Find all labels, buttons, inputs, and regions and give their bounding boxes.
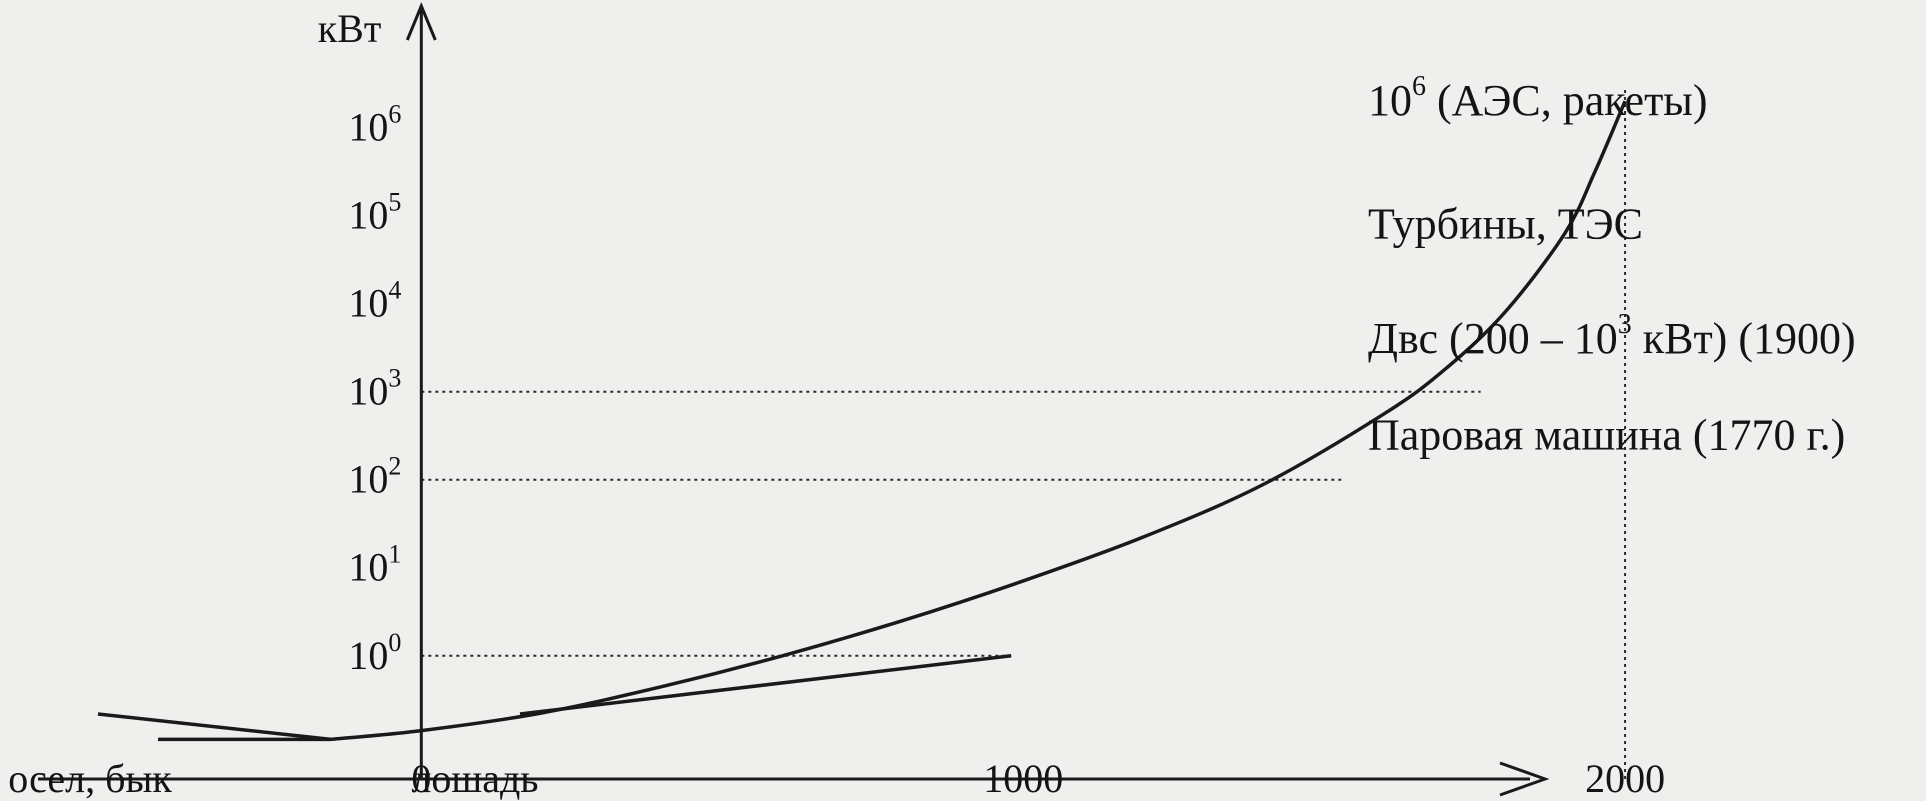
y-tick-label: 106	[348, 100, 401, 150]
annotation-text: (АЭС, ракеты)	[1426, 76, 1708, 125]
y-tick-base: 10	[348, 369, 388, 414]
annotation-base: 10	[1368, 76, 1412, 125]
y-tick-exponent: 1	[388, 540, 401, 569]
annotation-steam: Паровая машина (1770 г.)	[1368, 411, 1845, 460]
y-tick-exponent: 3	[388, 364, 401, 393]
y-tick-base: 10	[348, 457, 388, 502]
annotation-text: Двс (200 – 10	[1368, 314, 1618, 363]
annotation-ice: Двс (200 – 103 кВт) (1900)	[1368, 309, 1856, 363]
y-tick-base: 10	[348, 545, 388, 590]
guide-lines	[421, 90, 1627, 779]
y-tick-exponent: 6	[388, 100, 401, 129]
x-axis-arrow	[1499, 761, 1550, 797]
x-axis-title: годы н.э.	[1923, 786, 1926, 801]
y-tick-exponent: 2	[388, 452, 401, 481]
pointer-horse	[519, 654, 1012, 716]
y-tick-base: 10	[348, 281, 388, 326]
y-tick-exponent: 0	[388, 628, 401, 657]
y-tick-label: 104	[348, 276, 401, 326]
y-tick-base: 10	[348, 193, 388, 238]
y-axis-title: кВт	[318, 6, 382, 51]
pointer-donkey	[97, 712, 332, 742]
y-axis-arrow	[405, 2, 437, 41]
pointer-lines	[97, 654, 1012, 742]
y-tick-label: 105	[348, 188, 401, 238]
y-tick-label: 102	[348, 452, 401, 502]
y-tick-label: 103	[348, 364, 401, 414]
y-tick-label: 100	[348, 628, 401, 678]
y-tick-base: 10	[348, 105, 388, 150]
x-tick-label: 1000	[983, 756, 1063, 801]
annotation-exponent: 3	[1618, 309, 1632, 340]
x-tick-label: 0	[411, 756, 431, 801]
y-tick-exponent: 5	[388, 188, 401, 217]
annotation-turbines: Турбины, ТЭС	[1368, 199, 1643, 248]
y-tick-base: 10	[348, 633, 388, 678]
annotation-donkey: осел, бык	[8, 756, 172, 801]
annotation-nuclear: 106 (АЭС, ракеты)	[1368, 71, 1708, 125]
x-tick-label: 2000	[1585, 756, 1665, 801]
y-tick-exponent: 4	[388, 276, 401, 305]
annotation-exponent: 6	[1412, 71, 1426, 102]
annotation-horse: лошадь	[411, 756, 538, 801]
labels: кВтгоды н.э.0100020001001011021031041051…	[8, 6, 1926, 801]
annotation-text: кВт) (1900)	[1632, 314, 1856, 363]
axes	[38, 2, 1550, 797]
y-tick-label: 101	[348, 540, 401, 590]
